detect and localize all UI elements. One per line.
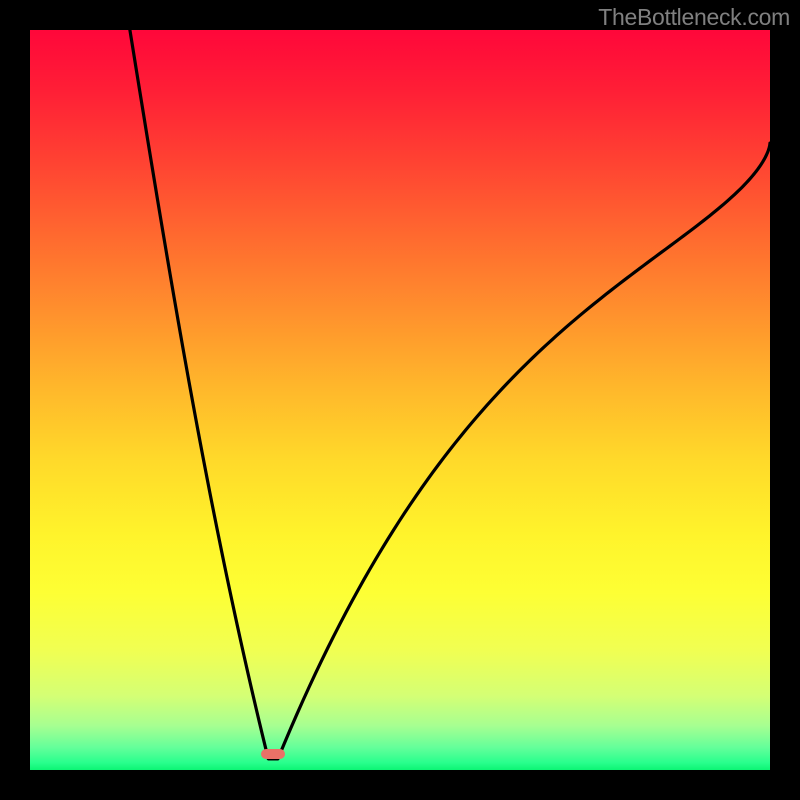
minimum-marker [261,749,285,759]
watermark-text: TheBottleneck.com [598,4,790,31]
bottleneck-curve [30,30,770,770]
plot-area [30,30,770,770]
